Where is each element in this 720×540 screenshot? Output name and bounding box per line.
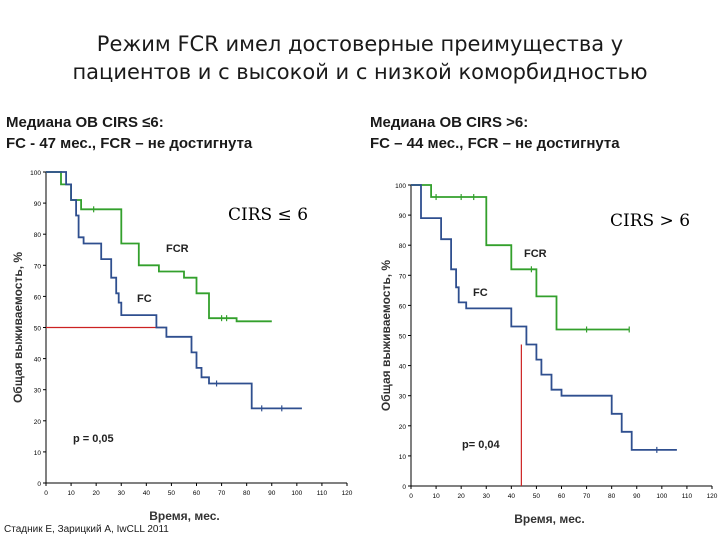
right-y-tick-label: 80 — [399, 243, 407, 250]
right-y-tick-label: 90 — [399, 213, 407, 220]
right-x-tick-label: 0 — [409, 493, 413, 500]
left-x-tick-label: 40 — [143, 490, 151, 497]
slide-title-line2: пациентов и с высокой и с низкой коморби… — [72, 60, 648, 84]
right-x-tick-label: 30 — [483, 493, 491, 500]
left-x-tick-label: 60 — [193, 490, 201, 497]
right-y-tick-label: 100 — [395, 183, 406, 190]
right-y-tick-label: 50 — [399, 334, 407, 341]
left-x-tick-label: 70 — [218, 490, 226, 497]
left-heading: Медиана ОВ CIRS ≤6: FC - 47 мес., FCR – … — [6, 112, 252, 154]
right-x-tick-label: 90 — [633, 493, 641, 500]
left-x-tick-label: 80 — [243, 490, 251, 497]
left-y-tick-label: 30 — [34, 388, 42, 395]
left-x-tick-label: 50 — [168, 490, 176, 497]
left-x-tick-label: 110 — [317, 490, 328, 497]
right-y-axis-label: Общая выживаемость, % — [379, 260, 393, 411]
right-y-tick-label: 30 — [399, 394, 407, 401]
left-heading-line1: Медиана ОВ CIRS ≤6: — [6, 114, 164, 131]
right-y-tick-label: 20 — [399, 424, 407, 431]
left-y-tick-label: 20 — [34, 419, 42, 426]
right-fc-series-label: FC — [473, 287, 488, 299]
left-y-tick-label: 60 — [34, 294, 42, 301]
left-y-tick-label: 80 — [34, 232, 42, 239]
left-x-tick-label: 120 — [342, 490, 353, 497]
right-heading-line1: Медиана ОВ CIRS >6: — [370, 114, 529, 131]
right-x-axis-label: Время, мес. — [514, 512, 584, 526]
left-x-tick-label: 90 — [268, 490, 276, 497]
left-p-value: p = 0,05 — [73, 433, 114, 445]
right-y-tick-label: 10 — [399, 454, 407, 461]
left-y-tick-label: 10 — [34, 450, 42, 457]
right-x-tick-label: 70 — [583, 493, 591, 500]
right-fc-curve — [411, 184, 677, 451]
right-x-tick-label: 60 — [558, 493, 566, 500]
right-x-tick-label: 80 — [608, 493, 616, 500]
left-heading-line2: FC - 47 мес., FCR – не достигнута — [6, 135, 253, 152]
left-x-tick-label: 100 — [291, 490, 302, 497]
left-chart-title: CIRS ≤ 6 — [228, 205, 308, 225]
right-x-tick-label: 20 — [458, 493, 466, 500]
right-p-value: p= 0,04 — [462, 439, 500, 451]
left-x-tick-label: 30 — [118, 490, 126, 497]
left-x-tick-label: 10 — [67, 490, 75, 497]
left-x-tick-label: 0 — [44, 490, 48, 497]
left-y-axis-label: Общая выживаемость, % — [11, 252, 25, 403]
left-x-axis-label: Время, мес. — [149, 509, 219, 523]
right-heading: Медиана ОВ CIRS >6: FC – 44 мес., FCR – … — [370, 112, 620, 154]
left-x-tick-label: 20 — [93, 490, 101, 497]
right-x-tick-label: 120 — [707, 493, 718, 500]
left-y-tick-label: 50 — [34, 326, 42, 333]
left-y-tick-label: 100 — [30, 170, 41, 177]
left-fcr-curve — [46, 171, 272, 323]
slide-title-line1: Режим FCR имел достоверные преимущества … — [96, 32, 624, 56]
left-y-tick-label: 70 — [34, 263, 42, 270]
right-x-tick-label: 40 — [508, 493, 516, 500]
right-x-tick-label: 50 — [533, 493, 541, 500]
right-y-tick-label: 0 — [402, 484, 406, 491]
left-fc-series-label: FC — [137, 293, 152, 305]
right-fcr-curve — [411, 184, 630, 331]
left-y-tick-label: 0 — [37, 481, 41, 488]
credit-text: Стадник Е, Зарицкий А, IwCLL 2011 — [4, 524, 169, 535]
right-y-tick-label: 70 — [399, 273, 407, 280]
left-fc-curve — [46, 171, 302, 410]
left-y-tick-label: 90 — [34, 201, 42, 208]
right-chart-title: CIRS > 6 — [610, 211, 690, 231]
left-fcr-series-label: FCR — [166, 243, 189, 255]
right-x-tick-label: 10 — [432, 493, 440, 500]
right-fcr-series-label: FCR — [524, 248, 547, 260]
left-y-tick-label: 40 — [34, 357, 42, 364]
slide-title: Режим FCR имел достоверные преимущества … — [0, 30, 720, 86]
right-y-tick-label: 60 — [399, 303, 407, 310]
right-x-tick-label: 110 — [682, 493, 693, 500]
right-x-tick-label: 100 — [656, 493, 667, 500]
right-heading-line2: FC – 44 мес., FCR – не достигнута — [370, 135, 620, 152]
right-y-tick-label: 40 — [399, 364, 407, 371]
